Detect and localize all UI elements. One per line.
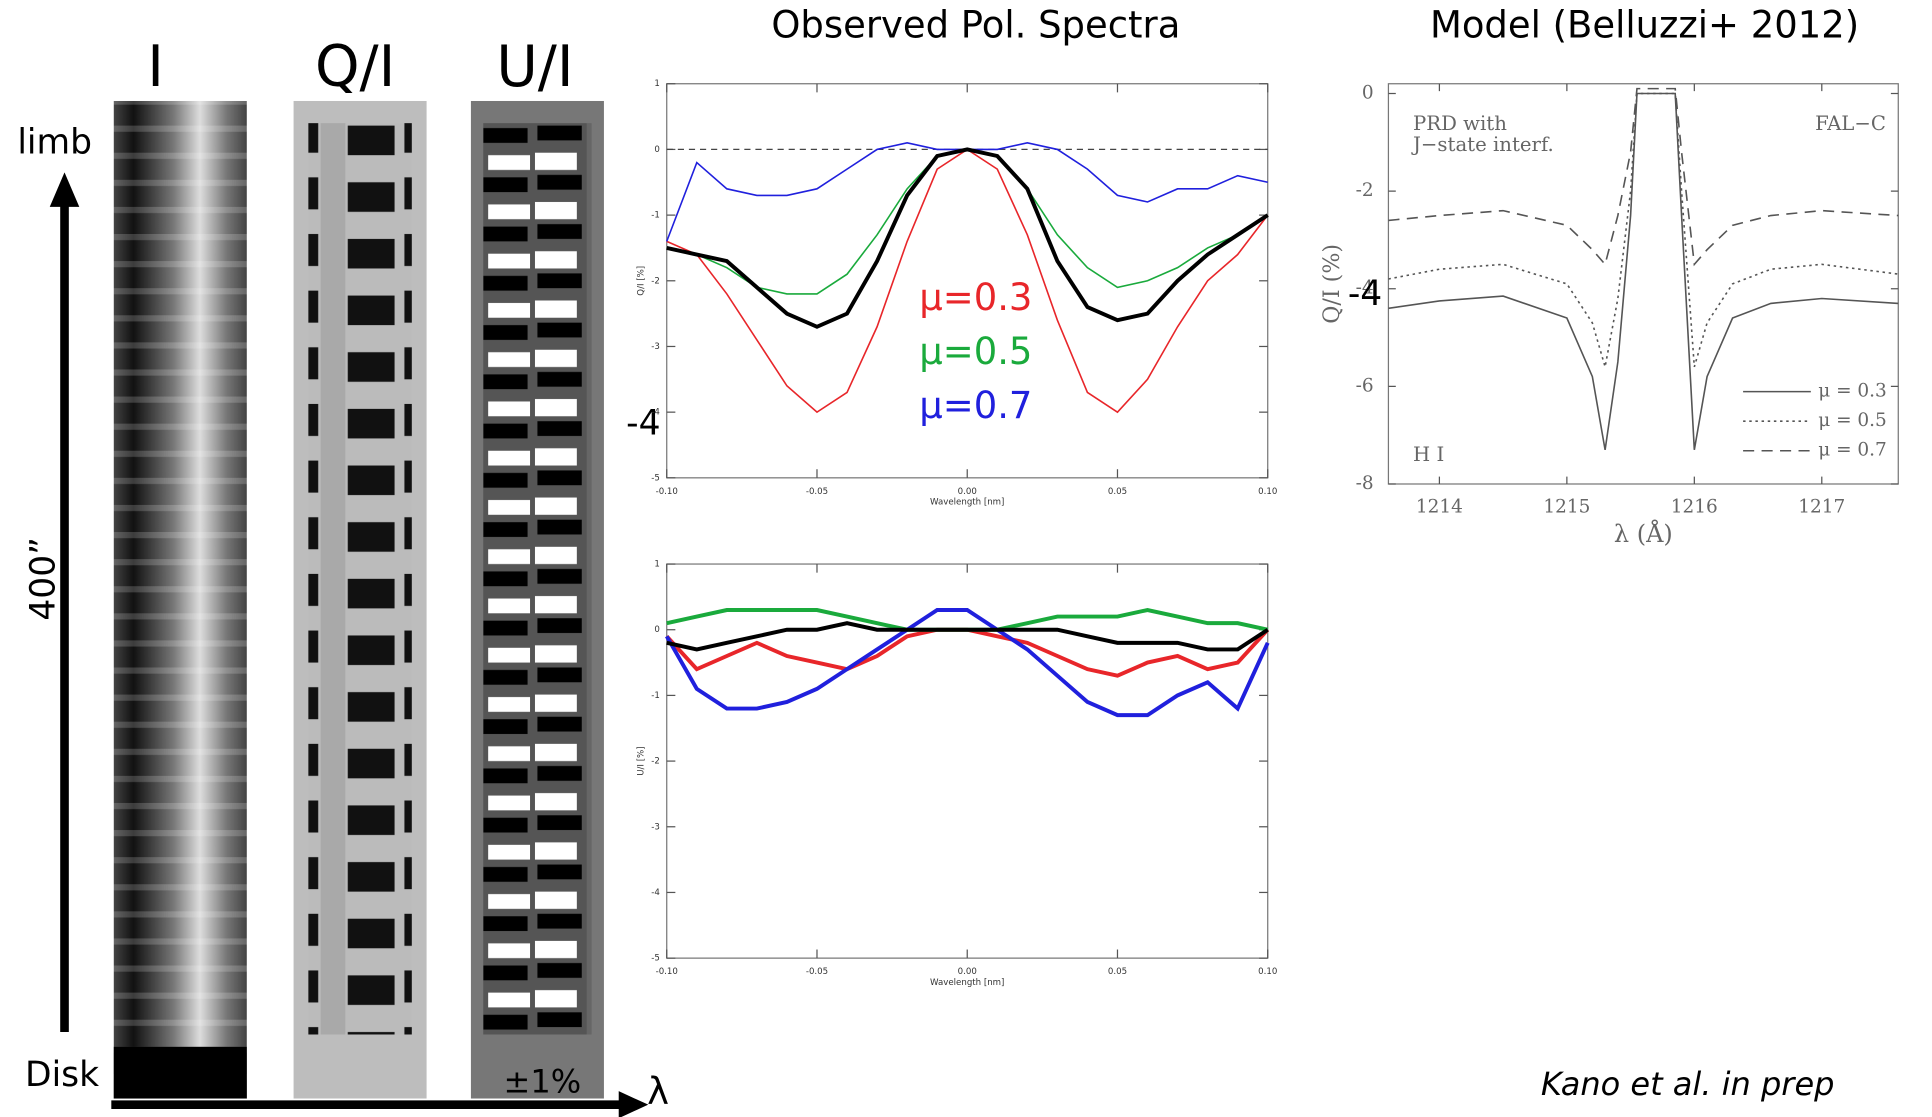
- y-axis-label: Q/I (%): [1319, 244, 1345, 324]
- x-tick-label: -0.05: [806, 487, 828, 497]
- x-axis-label: Wavelength [nm]: [930, 497, 1004, 507]
- y-tick-label: -4: [1356, 278, 1374, 299]
- y-tick-label: -2: [1356, 180, 1374, 201]
- y-tick-label: -4: [651, 408, 660, 418]
- annotation: FAL−C: [1815, 112, 1886, 135]
- y-tick-label: 0: [654, 625, 659, 635]
- y-tick-label: -1: [651, 691, 660, 701]
- image-title: I: [147, 34, 164, 100]
- image-title: Q/I: [315, 34, 395, 100]
- ui-image: [483, 123, 592, 1035]
- x-tick-label: 0.05: [1108, 487, 1127, 497]
- x-tick-label: 1216: [1671, 496, 1718, 517]
- y-tick-label: -4: [651, 888, 660, 898]
- x-tick-label: 0.00: [958, 967, 977, 977]
- annotation: J−state interf.: [1411, 133, 1554, 156]
- series-line: [665, 142, 1268, 242]
- y-tick-label: -5: [651, 954, 660, 964]
- legend-entry: μ = 0.3: [1818, 381, 1887, 402]
- y-axis-label: U/I [%]: [636, 746, 646, 775]
- x-tick-label: 0.10: [1258, 967, 1277, 977]
- y-tick-label: -8: [1356, 473, 1374, 494]
- lambda-label: λ: [647, 1070, 669, 1113]
- series-line: [1388, 87, 1899, 267]
- x-tick-label: 0.10: [1258, 487, 1277, 497]
- qi-image: [308, 123, 412, 1035]
- y-tick-label: 1: [654, 560, 659, 570]
- y-tick-label: 0: [654, 145, 659, 155]
- intensity-disk: [113, 1046, 247, 1099]
- series-line: [1388, 92, 1899, 368]
- y-tick-label: -5: [651, 473, 660, 483]
- x-tick-label: 0.00: [958, 487, 977, 497]
- series-line: [666, 621, 1269, 652]
- chart: -0.10 -0.05 0.00 0.05 0.10 -5 -4 -3 -2 -1 0 1 Wavele…: [636, 560, 1277, 988]
- annotation: H I: [1413, 443, 1444, 466]
- y-tick-label: -1: [651, 211, 660, 221]
- arrow-head: [49, 172, 80, 207]
- series-line: [665, 608, 1270, 718]
- x-axis-label: λ (Å): [1614, 519, 1673, 548]
- legend-entry: μ = 0.7: [1818, 440, 1887, 461]
- chart: Observed Pol. Spectra -0.10 -0.05 0.00 0.05 0…: [636, 4, 1277, 508]
- arrow-head: [618, 1091, 649, 1117]
- series-line: [666, 608, 1269, 632]
- x-tick-label: -0.10: [656, 487, 678, 497]
- series-line: [1388, 92, 1899, 450]
- y-tick-label: -6: [1356, 375, 1374, 396]
- plot-frame: [666, 563, 1269, 959]
- legend-entry: μ = 0.5: [1818, 410, 1887, 431]
- series-line: [666, 147, 1269, 329]
- x-tick-label: 1217: [1798, 496, 1845, 517]
- x-tick-label: -0.10: [656, 967, 678, 977]
- series-line: [666, 148, 1269, 295]
- legend-entry: μ=0.7: [919, 384, 1032, 427]
- x-tick-label: 1215: [1543, 496, 1590, 517]
- credit: Kano et al. in prep: [1541, 1065, 1835, 1103]
- chart-title: Observed Pol. Spectra: [771, 4, 1180, 47]
- y-tick-label: 1: [654, 79, 659, 89]
- intensity-image: [113, 100, 247, 1099]
- overlay-label: -4: [1348, 274, 1382, 314]
- x-axis-label: Wavelength [nm]: [930, 978, 1004, 988]
- x-tick-label: -0.05: [806, 967, 828, 977]
- limb-label: limb: [17, 123, 92, 163]
- chart-title: Model (Belluzzi+ 2012): [1430, 4, 1859, 47]
- overlay-label: -4: [626, 403, 660, 443]
- disk-label: Disk: [25, 1055, 99, 1095]
- y-axis-label: Q/I [%]: [636, 266, 646, 296]
- y-tick-label: -2: [651, 276, 660, 286]
- y-tick-label: 0: [1362, 83, 1374, 104]
- y-tick-label: -2: [651, 757, 660, 767]
- x-tick-label: 1214: [1416, 496, 1463, 517]
- height-label: 400”: [23, 537, 63, 621]
- scale-label: ±1%: [504, 1063, 582, 1101]
- legend-entry: μ=0.5: [919, 330, 1032, 373]
- chart: Model (Belluzzi+ 2012) 1214 1215 1216 1217 -8…: [1319, 4, 1899, 548]
- image-title: U/I: [496, 34, 573, 100]
- y-tick-label: -3: [651, 342, 660, 352]
- annotation: PRD with: [1413, 112, 1507, 135]
- y-tick-label: -3: [651, 822, 660, 832]
- legend-entry: μ=0.3: [919, 276, 1032, 319]
- plot-frame: [1387, 83, 1899, 485]
- x-tick-label: 0.05: [1108, 967, 1127, 977]
